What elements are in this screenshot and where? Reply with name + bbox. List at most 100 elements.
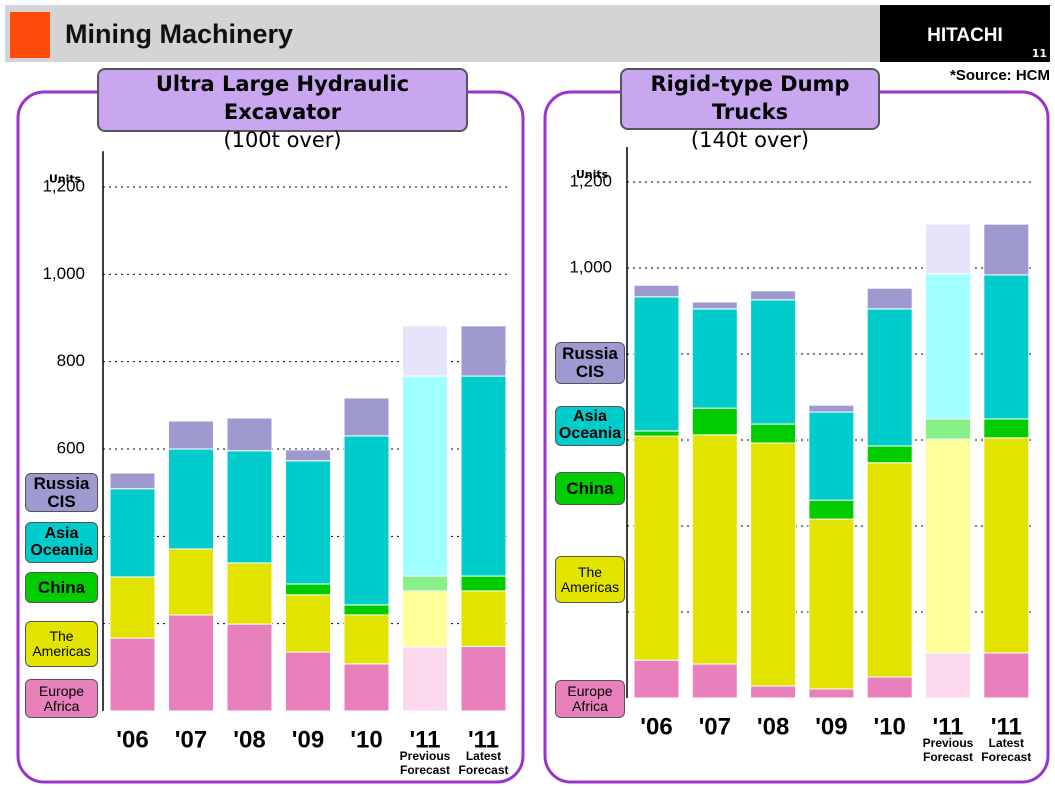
bar-segment <box>460 375 507 577</box>
chart-title-box: Rigid-type Dump Trucks (140t over) <box>620 68 880 152</box>
legend-entry: Europe Africa <box>25 679 98 718</box>
bar-segment <box>925 273 971 420</box>
bar-segment <box>750 442 797 687</box>
bar-segment <box>750 423 797 444</box>
y-tick-label: 1,000 <box>569 257 612 276</box>
bar-segment <box>343 397 390 437</box>
legend-entry: The Americas <box>555 556 625 603</box>
x-tick-label: '06 <box>116 726 148 753</box>
bar-segment <box>866 445 913 464</box>
x-tick-label: '09 <box>292 726 324 753</box>
x-tick-label: '09 <box>815 713 847 740</box>
bar-segment <box>925 418 971 440</box>
bar-segment <box>866 676 913 699</box>
chart-title: Rigid-type Dump Trucks <box>650 72 850 124</box>
y-tick-label: 1,000 <box>42 264 85 283</box>
brand: HITACHI <box>927 25 1003 46</box>
bar-segment <box>983 223 1030 276</box>
chart-title-box: Ultra Large Hydraulic Excavator (100t ove… <box>97 68 468 152</box>
bar-segment <box>983 437 1030 654</box>
chart-subtitle: (140t over) <box>690 128 810 152</box>
bar-segment <box>402 375 448 577</box>
bar-segment <box>168 420 214 450</box>
legend-entry: China <box>25 572 98 603</box>
bar-segment <box>750 685 797 699</box>
x-tick-label: '07 <box>699 713 731 740</box>
x-tick-label: '08 <box>757 713 789 740</box>
x-tick-label: '10 <box>350 726 382 753</box>
chart-title: Ultra Large Hydraulic Excavator <box>155 72 410 124</box>
bar-segment <box>343 604 390 616</box>
legend-entry: Asia Oceania <box>25 522 98 563</box>
bar-segment <box>343 663 390 712</box>
x-tick-label: '11 <box>409 726 440 753</box>
legend-entry: China <box>555 472 625 505</box>
bar-segment <box>343 435 390 606</box>
bar-segment <box>460 325 507 377</box>
source: *Source: HCM <box>950 67 1050 84</box>
bar-segment <box>633 435 680 661</box>
bar-segment <box>343 614 390 665</box>
legend-entry: Europe Africa <box>555 680 625 718</box>
x-tick-sublabel: Latest Forecast <box>981 736 1031 764</box>
bar-segment <box>691 308 738 409</box>
legend-entry: Asia Oceania <box>555 406 625 446</box>
bar-segment <box>109 488 156 578</box>
bar-segment <box>983 652 1030 699</box>
bar-segment <box>691 663 738 699</box>
bar-segment <box>866 287 913 310</box>
bar-segment <box>168 614 214 712</box>
bar-segment <box>168 548 214 616</box>
bar-segment <box>750 290 797 301</box>
x-tick-label: '11 <box>991 713 1022 740</box>
bar-segment <box>402 575 448 592</box>
bar-segment <box>808 404 855 413</box>
bar-segment <box>866 308 913 447</box>
bar-segment <box>633 659 680 699</box>
bar-segment <box>285 594 331 653</box>
bar-segment <box>808 688 855 699</box>
bar-segment <box>808 518 855 690</box>
legend-entry: The Americas <box>25 621 98 667</box>
bar-segment <box>168 448 214 550</box>
bar-segment <box>460 590 507 647</box>
bar-segment <box>226 623 273 712</box>
bar-segment <box>983 418 1030 439</box>
bar-segment <box>925 223 971 275</box>
bar-segment <box>285 583 331 596</box>
bar-segment <box>925 438 971 654</box>
header-title: Mining Machinery <box>65 19 293 49</box>
bar-segment <box>633 284 680 298</box>
y-axis-label: Units <box>49 172 82 185</box>
bar-segment <box>226 450 273 564</box>
bar-segment <box>402 646 448 712</box>
bar-segment <box>691 434 738 665</box>
bar-segment <box>285 651 331 712</box>
x-tick-label: '10 <box>873 713 905 740</box>
bar-segment <box>691 301 738 310</box>
header-bar <box>5 5 1050 62</box>
bar-segment <box>285 449 331 462</box>
y-tick-label: 1,200 <box>42 176 85 195</box>
bar-segment <box>402 590 448 648</box>
y-axis-label: Units <box>576 168 609 181</box>
bar-segment <box>109 637 156 712</box>
bar-segment <box>750 299 797 425</box>
bar-segment <box>109 576 156 639</box>
chart-subtitle: (100t over) <box>223 128 342 152</box>
x-tick-label: '11 <box>932 713 963 740</box>
bar-segment <box>109 472 156 490</box>
x-tick-label: '08 <box>233 726 265 753</box>
x-tick-sublabel: Previous Forecast <box>400 749 451 777</box>
page-number: 11 <box>1032 47 1047 60</box>
bar-segment <box>691 407 738 436</box>
bar-segment <box>226 562 273 625</box>
header-square <box>10 12 50 58</box>
bar-segment <box>285 460 331 585</box>
y-tick-label: 600 <box>57 438 85 457</box>
x-tick-sublabel: Latest Forecast <box>458 749 508 777</box>
legend-entry: Russia CIS <box>25 473 98 512</box>
x-tick-label: '11 <box>468 726 499 753</box>
